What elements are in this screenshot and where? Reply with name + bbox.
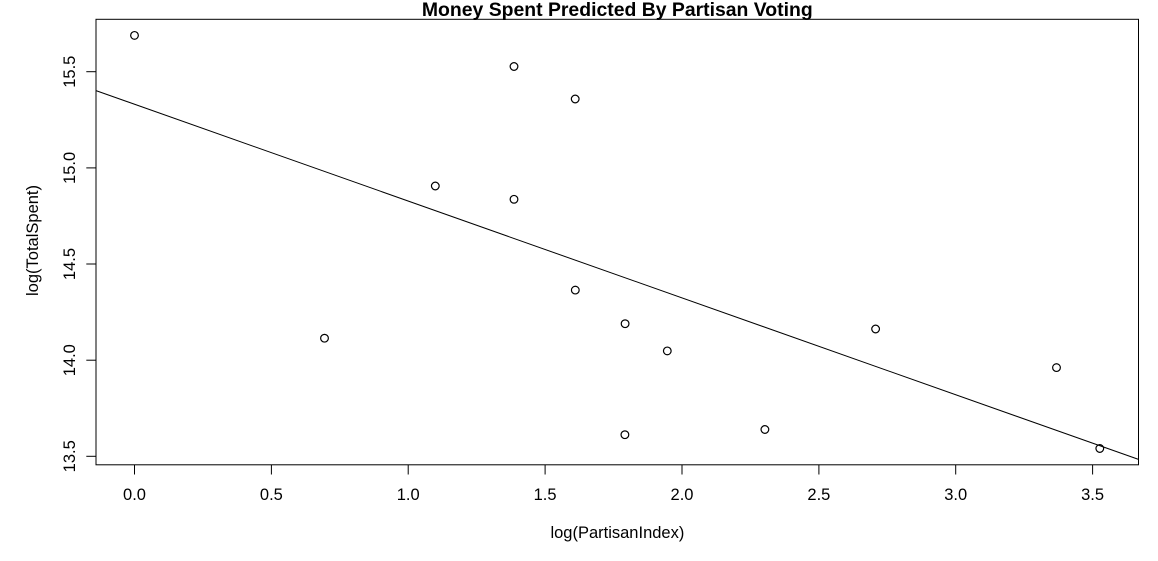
svg-text:15.0: 15.0	[61, 152, 79, 184]
svg-text:log(TotalSpent): log(TotalSpent)	[24, 185, 42, 296]
svg-text:13.5: 13.5	[61, 440, 79, 472]
svg-text:2.0: 2.0	[671, 486, 694, 504]
svg-text:14.5: 14.5	[61, 248, 79, 280]
svg-text:log(PartisanIndex): log(PartisanIndex)	[550, 524, 684, 542]
svg-text:1.5: 1.5	[534, 486, 557, 504]
svg-text:Money Spent Predicted By Parti: Money Spent Predicted By Partisan Voting	[422, 0, 813, 21]
svg-text:14.0: 14.0	[61, 344, 79, 376]
svg-text:3.5: 3.5	[1081, 486, 1104, 504]
svg-text:15.5: 15.5	[61, 56, 79, 88]
svg-text:3.0: 3.0	[944, 486, 967, 504]
svg-text:0.5: 0.5	[260, 486, 283, 504]
svg-text:2.5: 2.5	[807, 486, 830, 504]
svg-text:1.0: 1.0	[397, 486, 420, 504]
svg-text:0.0: 0.0	[123, 486, 146, 504]
